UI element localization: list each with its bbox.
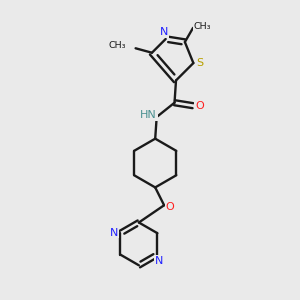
Text: CH₃: CH₃: [109, 41, 126, 50]
Text: O: O: [166, 202, 174, 212]
Text: N: N: [155, 256, 163, 266]
Text: N: N: [110, 228, 118, 238]
Text: S: S: [196, 58, 203, 68]
Text: N: N: [160, 28, 168, 38]
Text: O: O: [195, 101, 204, 111]
Text: CH₃: CH₃: [194, 22, 211, 31]
Text: HN: HN: [140, 110, 157, 121]
